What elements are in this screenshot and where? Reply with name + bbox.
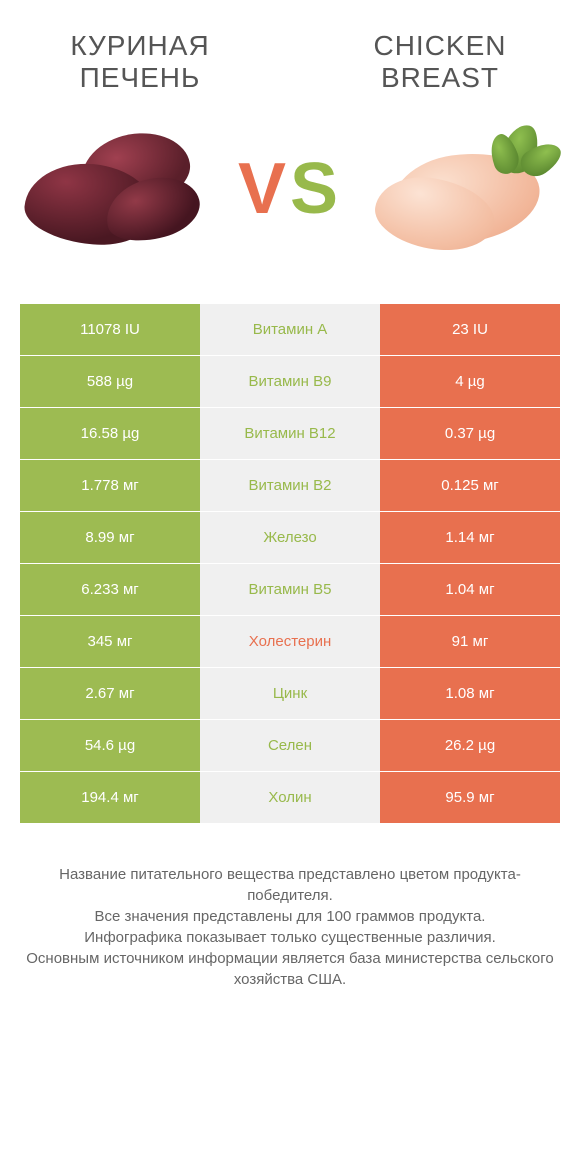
table-row: 11078 IUВитамин A23 IU [20, 304, 560, 356]
nutrient-name-cell: Витамин B2 [200, 460, 380, 511]
footer-line-4: Основным источником информации является … [20, 948, 560, 990]
footer-line-2: Все значения представлены для 100 граммо… [20, 906, 560, 927]
left-value-cell: 1.778 мг [20, 460, 200, 511]
vs-label: VS [238, 148, 342, 230]
table-row: 588 µgВитамин B94 µg [20, 356, 560, 408]
table-row: 1.778 мгВитамин B20.125 мг [20, 460, 560, 512]
right-value-cell: 1.04 мг [380, 564, 560, 615]
nutrient-name-cell: Витамин A [200, 304, 380, 355]
infographic-container: КУРИНАЯ ПЕЧЕНЬ CHICKEN BREAST VS 11078 I… [0, 0, 580, 1174]
left-value-cell: 6.233 мг [20, 564, 200, 615]
right-product-title: CHICKEN BREAST [330, 30, 550, 94]
nutrient-name-cell: Витамин B5 [200, 564, 380, 615]
nutrient-name-cell: Цинк [200, 668, 380, 719]
right-value-cell: 0.125 мг [380, 460, 560, 511]
header-titles: КУРИНАЯ ПЕЧЕНЬ CHICKEN BREAST [0, 30, 580, 94]
left-value-cell: 588 µg [20, 356, 200, 407]
table-row: 16.58 µgВитамин B120.37 µg [20, 408, 560, 460]
right-value-cell: 23 IU [380, 304, 560, 355]
left-value-cell: 194.4 мг [20, 772, 200, 823]
right-value-cell: 91 мг [380, 616, 560, 667]
chicken-liver-icon [25, 134, 205, 244]
table-row: 194.4 мгХолин95.9 мг [20, 772, 560, 824]
table-row: 8.99 мгЖелезо1.14 мг [20, 512, 560, 564]
table-row: 6.233 мгВитамин B51.04 мг [20, 564, 560, 616]
footer-line-3: Инфографика показывает только существенн… [20, 927, 560, 948]
product-image-row: VS [0, 94, 580, 304]
vs-letter-s: S [290, 149, 342, 229]
nutrient-comparison-table: 11078 IUВитамин A23 IU588 µgВитамин B94 … [20, 304, 560, 824]
nutrient-name-cell: Холин [200, 772, 380, 823]
nutrient-name-cell: Витамин B12 [200, 408, 380, 459]
right-value-cell: 26.2 µg [380, 720, 560, 771]
left-value-cell: 16.58 µg [20, 408, 200, 459]
footer-line-1: Название питательного вещества представл… [20, 864, 560, 906]
nutrient-name-cell: Селен [200, 720, 380, 771]
nutrient-name-cell: Железо [200, 512, 380, 563]
left-value-cell: 8.99 мг [20, 512, 200, 563]
right-value-cell: 0.37 µg [380, 408, 560, 459]
chicken-breast-icon [375, 124, 555, 254]
right-value-cell: 1.08 мг [380, 668, 560, 719]
nutrient-name-cell: Витамин B9 [200, 356, 380, 407]
left-value-cell: 2.67 мг [20, 668, 200, 719]
right-product-image [370, 114, 560, 264]
left-product-image [20, 114, 210, 264]
table-row: 54.6 µgСелен26.2 µg [20, 720, 560, 772]
nutrient-name-cell: Холестерин [200, 616, 380, 667]
left-value-cell: 54.6 µg [20, 720, 200, 771]
table-row: 345 мгХолестерин91 мг [20, 616, 560, 668]
right-value-cell: 1.14 мг [380, 512, 560, 563]
left-product-title: КУРИНАЯ ПЕЧЕНЬ [30, 30, 250, 94]
right-value-cell: 4 µg [380, 356, 560, 407]
left-value-cell: 345 мг [20, 616, 200, 667]
footer-notes: Название питательного вещества представл… [20, 864, 560, 990]
table-row: 2.67 мгЦинк1.08 мг [20, 668, 560, 720]
right-value-cell: 95.9 мг [380, 772, 560, 823]
left-value-cell: 11078 IU [20, 304, 200, 355]
vs-letter-v: V [238, 149, 290, 229]
